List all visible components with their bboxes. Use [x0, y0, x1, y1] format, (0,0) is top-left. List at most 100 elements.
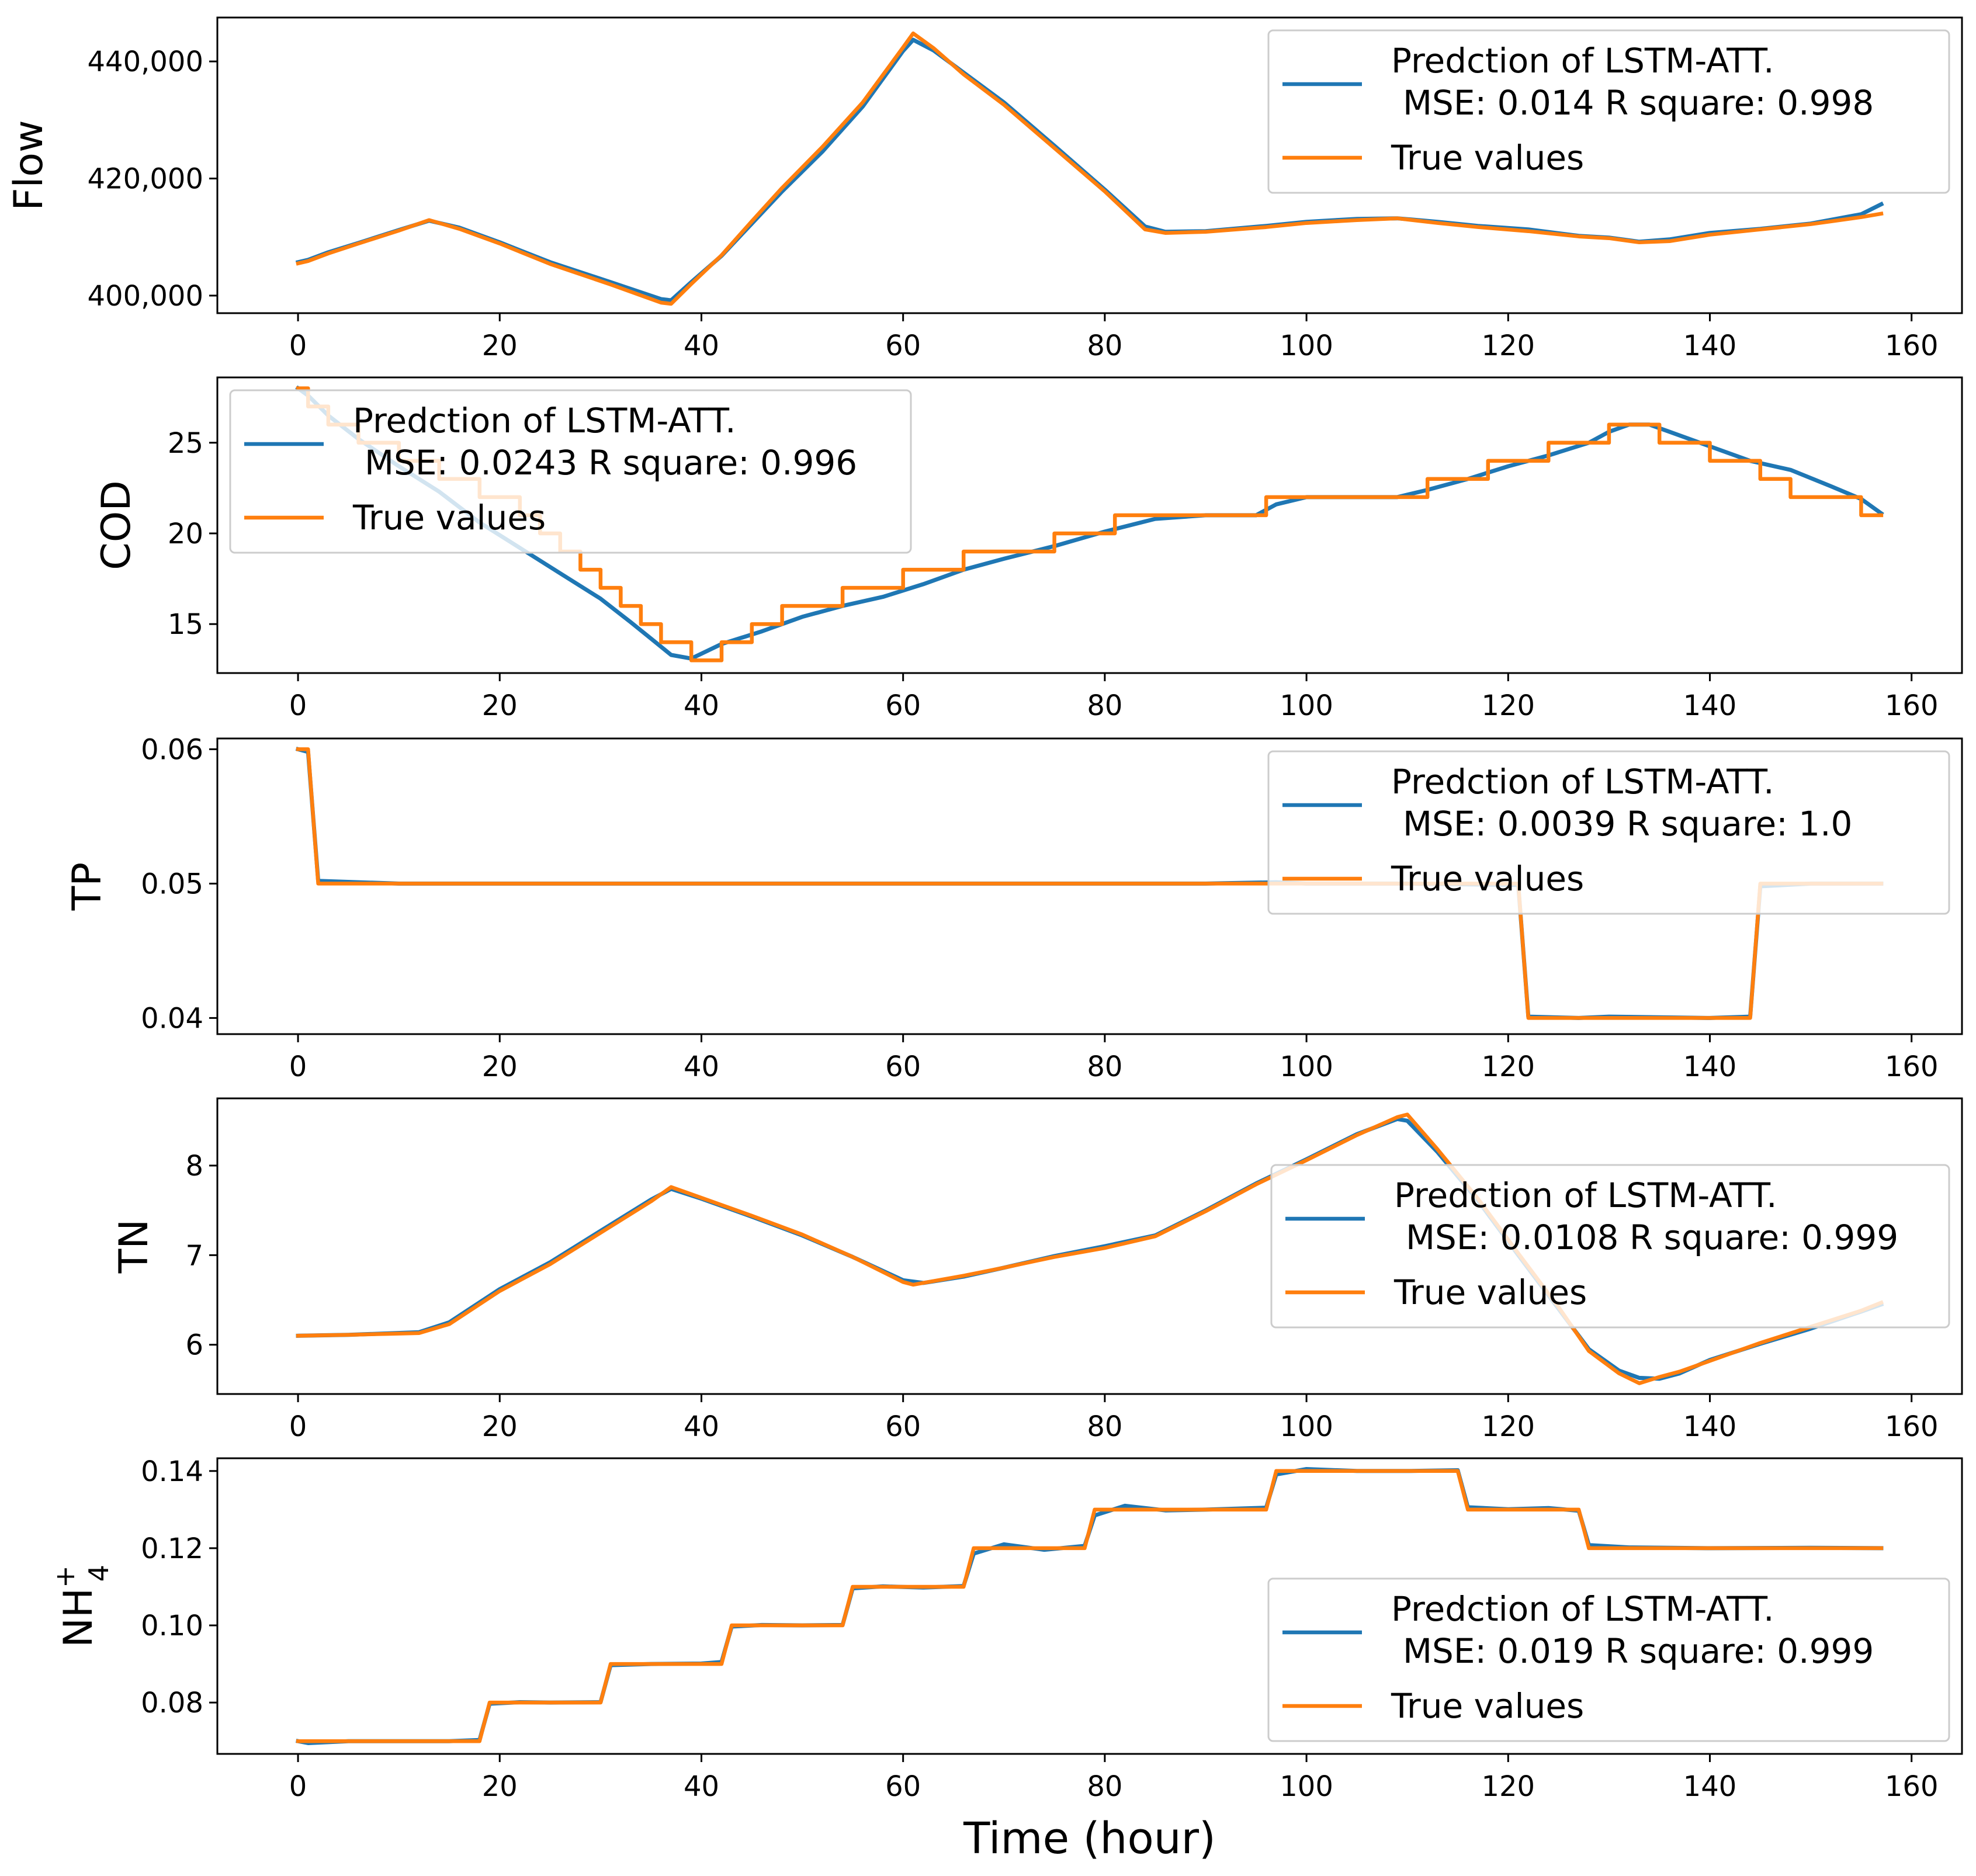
x-tick-label: 80	[1087, 689, 1122, 722]
x-tick-label: 20	[482, 1410, 518, 1443]
x-tick-label: 60	[885, 1050, 921, 1083]
panel-5: 0 20 40 60 80 100 120 140 160 0.08 0.10 0.12 0.14 NH+…	[49, 1455, 1963, 1803]
x-tick-label: 140	[1683, 1050, 1737, 1083]
x-tick-label: 80	[1087, 1410, 1122, 1443]
x-tick-label: 140	[1683, 1410, 1737, 1443]
axes-frame	[216, 1097, 1963, 1395]
y-tick-label: 8	[185, 1150, 203, 1183]
y-axis-label: COD	[93, 480, 140, 570]
legend-metrics-label: MSE: 0.019 R square: 0.999	[1403, 1631, 1874, 1671]
y-tick-label: 20	[168, 518, 203, 550]
legend-metrics-label: MSE: 0.0243 R square: 0.996	[365, 443, 857, 483]
x-tick-label: 100	[1280, 689, 1333, 722]
x-tick-label: 100	[1280, 330, 1333, 362]
x-axis-label: Time (hour)	[963, 1813, 1216, 1864]
x-tick-label: 20	[482, 330, 518, 362]
panel-3: 0 20 40 60 80 100 120 140 160 0.04 0.05 0.06 TP Predc…	[64, 733, 1963, 1083]
legend-prediction-label: Predction of LSTM-ATT.	[353, 401, 736, 441]
x-tick-label: 160	[1885, 689, 1939, 722]
x-tick-label: 100	[1280, 1770, 1333, 1803]
legend: Predction of LSTM-ATT.MSE: 0.014 R squar…	[1267, 29, 1950, 194]
legend-prediction-label: Predction of LSTM-ATT.	[1391, 762, 1774, 802]
x-tick-label: 0	[289, 1770, 307, 1803]
x-tick-label: 80	[1087, 330, 1122, 362]
x-tick-label: 140	[1683, 689, 1737, 722]
x-tick-label: 100	[1280, 1050, 1333, 1083]
x-tick-label: 40	[684, 689, 719, 722]
x-tick-label: 140	[1683, 1770, 1737, 1803]
x-tick-label: 120	[1481, 330, 1535, 362]
legend-prediction-label: Predction of LSTM-ATT.	[1391, 1589, 1774, 1629]
y-tick-label: 0.06	[141, 733, 203, 766]
x-tick-label: 160	[1885, 1770, 1939, 1803]
x-tick-label: 20	[482, 689, 518, 722]
x-tick-label: 0	[289, 1410, 307, 1443]
y-tick-label: 25	[168, 427, 203, 460]
axes-frame	[216, 376, 1963, 674]
y-tick-label: 0.12	[141, 1532, 203, 1565]
x-tick-label: 40	[684, 1770, 719, 1803]
axes-frame	[216, 16, 1963, 314]
y-tick-label: 15	[168, 608, 203, 641]
x-tick-label: 20	[482, 1770, 518, 1803]
legend-prediction-label: Predction of LSTM-ATT.	[1394, 1175, 1777, 1215]
x-tick-label: 0	[289, 330, 307, 362]
y-tick-label: 6	[185, 1329, 203, 1362]
x-tick-label: 120	[1481, 1050, 1535, 1083]
y-tick-label: 0.05	[141, 868, 203, 900]
x-tick-label: 60	[885, 689, 921, 722]
legend-box	[1267, 750, 1950, 915]
y-axis-label: TP	[64, 862, 110, 911]
legend-box	[1267, 29, 1950, 194]
legend-truth-label: True values	[352, 498, 546, 538]
legend-metrics-label: MSE: 0.0108 R square: 0.999	[1406, 1218, 1898, 1257]
legend-box	[1267, 1577, 1950, 1742]
x-tick-label: 80	[1087, 1050, 1122, 1083]
legend-metrics-label: MSE: 0.014 R square: 0.998	[1403, 83, 1874, 123]
y-tick-label: 420,000	[88, 163, 204, 196]
x-tick-label: 80	[1087, 1770, 1122, 1803]
true-values-line	[296, 31, 1884, 306]
x-tick-label: 120	[1481, 1410, 1535, 1443]
y-axis-label: Flow	[6, 120, 52, 210]
x-tick-label: 40	[684, 330, 719, 362]
y-tick-label: 7	[185, 1239, 203, 1272]
y-tick-label: 440,000	[88, 46, 204, 78]
legend-box	[229, 389, 912, 554]
axes-frame	[216, 1457, 1963, 1755]
panel-2: 0 20 40 60 80 100 120 140 160 15 20 25 COD Predction …	[93, 376, 1963, 722]
y-axis-label: TN	[111, 1219, 157, 1274]
y-tick-label: 0.10	[141, 1610, 203, 1642]
x-tick-label: 0	[289, 1050, 307, 1083]
y-tick-label: 0.08	[141, 1687, 203, 1719]
x-tick-label: 60	[885, 1770, 921, 1803]
x-tick-label: 120	[1481, 1770, 1535, 1803]
legend-truth-label: True values	[1391, 138, 1584, 178]
x-tick-label: 120	[1481, 689, 1535, 722]
legend: Predction of LSTM-ATT.MSE: 0.019 R squar…	[1267, 1577, 1950, 1742]
axes-frame	[216, 737, 1963, 1035]
legend-truth-label: True values	[1393, 1272, 1587, 1312]
true-values-line	[296, 1112, 1884, 1385]
x-tick-label: 40	[684, 1410, 719, 1443]
x-tick-label: 60	[885, 1410, 921, 1443]
true-values-line	[296, 1469, 1884, 1743]
x-tick-label: 20	[482, 1050, 518, 1083]
legend: Predction of LSTM-ATT.MSE: 0.0039 R squa…	[1267, 750, 1950, 915]
y-tick-label: 0.14	[141, 1455, 203, 1488]
y-tick-label: 400,000	[88, 280, 204, 313]
x-tick-label: 140	[1683, 330, 1737, 362]
y-axis-label: NH+4	[49, 1565, 115, 1648]
legend-truth-label: True values	[1391, 859, 1584, 899]
y-tick-label: 0.04	[141, 1002, 203, 1035]
x-tick-label: 160	[1885, 1410, 1939, 1443]
legend-box	[1270, 1164, 1950, 1329]
panel-1: 0 20 40 60 80 100 120 140 160 400,000 420,000 440,0…	[6, 16, 1963, 362]
legend-prediction-label: Predction of LSTM-ATT.	[1391, 41, 1774, 81]
panel-4: 0 20 40 60 80 100 120 140 160 6 7 8 TN Predction of L…	[111, 1097, 1963, 1443]
x-tick-label: 100	[1280, 1410, 1333, 1443]
x-tick-label: 0	[289, 689, 307, 722]
x-tick-label: 40	[684, 1050, 719, 1083]
x-tick-label: 160	[1885, 1050, 1939, 1083]
